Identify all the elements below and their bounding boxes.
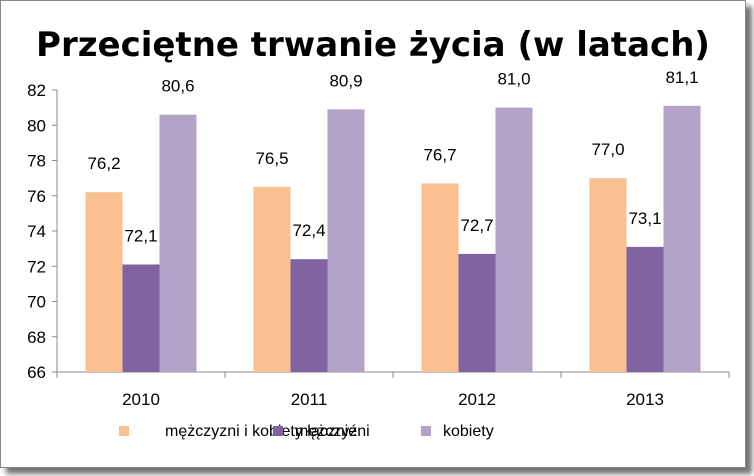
y-tick-label: 70 (27, 293, 46, 312)
data-label: 77,0 (591, 140, 624, 159)
chart-frame: Przeciętne trwanie życia (w latach) 66 68… (0, 0, 746, 468)
y-tick-label: 78 (27, 152, 46, 171)
legend-label: mężczyzni i kobiety łącznie (165, 423, 357, 440)
bars: 76,2 72,1 80,6 76,5 72,4 80,9 76,7 72,7 81,0 77,0… (85, 68, 701, 373)
data-label: 76,5 (255, 149, 288, 168)
chart-title: Przeciętne trwanie życia (w latach) (36, 25, 710, 65)
bar (122, 264, 160, 372)
bar (495, 107, 533, 372)
bar (253, 186, 291, 372)
bar (421, 183, 459, 372)
axes: 66 68 70 72 74 76 78 80 82 2010 2011 2012 2013 (27, 81, 730, 409)
bar (85, 192, 123, 372)
y-tick-label: 80 (27, 116, 46, 135)
bar (327, 109, 365, 372)
data-label: 80,6 (161, 77, 194, 96)
bar (458, 253, 496, 372)
data-label: 80,9 (329, 71, 362, 90)
data-label: 73,1 (628, 209, 661, 228)
bar (663, 105, 701, 373)
data-label: 72,4 (292, 221, 325, 240)
data-label: 76,7 (423, 145, 456, 164)
y-tick-label: 82 (27, 81, 46, 100)
data-label: 76,2 (87, 154, 120, 173)
y-tick-label: 66 (27, 363, 46, 382)
legend-label: kobiety (443, 423, 494, 440)
bar (290, 259, 328, 372)
legend-swatch (119, 426, 129, 436)
y-tick-label: 68 (27, 328, 46, 347)
y-tick-label: 72 (27, 257, 46, 276)
data-label: 81,1 (665, 68, 698, 87)
x-tick-label: 2011 (291, 390, 328, 409)
bar (589, 178, 627, 372)
bar (159, 114, 197, 373)
x-tick-label: 2013 (626, 390, 664, 409)
x-tick-label: 2012 (458, 390, 496, 409)
bar (626, 246, 664, 372)
legend-swatch (421, 426, 431, 436)
legend-swatch (273, 426, 283, 436)
data-label: 72,7 (460, 216, 493, 235)
bar-chart: Przeciętne trwanie życia (w latach) 66 68… (27, 25, 730, 440)
data-label: 81,0 (497, 70, 530, 89)
legend-label: mężczyźni (295, 423, 370, 440)
x-tick-label: 2010 (122, 390, 160, 409)
y-tick-label: 74 (27, 222, 46, 241)
data-label: 72,1 (124, 226, 157, 245)
y-tick-label: 76 (27, 187, 46, 206)
